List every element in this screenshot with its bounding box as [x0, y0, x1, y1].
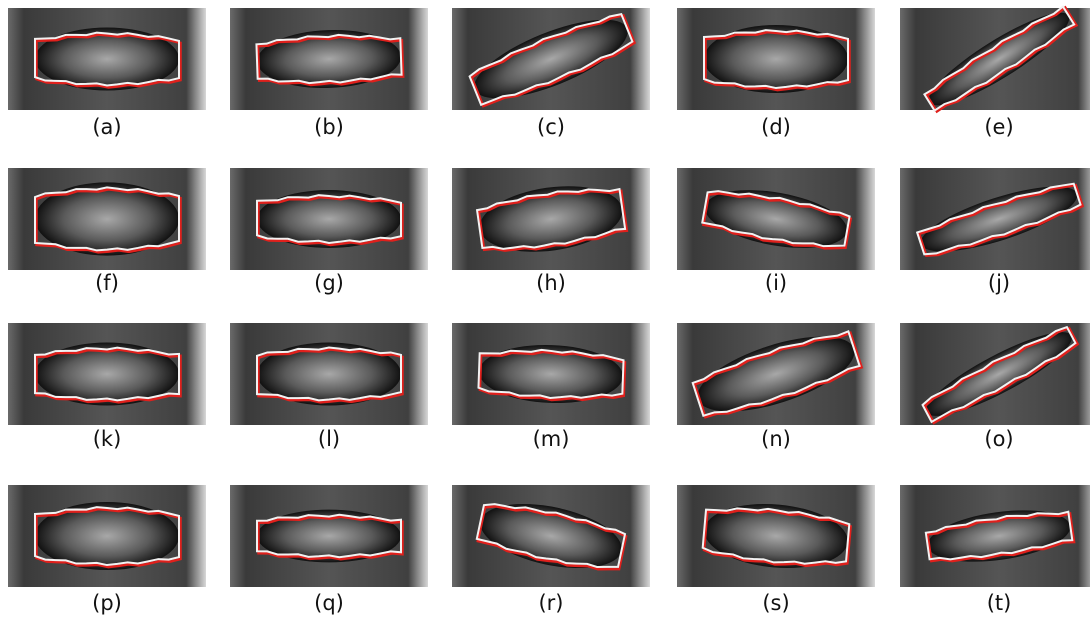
panel-label: (f) [95, 271, 119, 295]
image-panel [230, 168, 428, 270]
panel-label: (k) [93, 427, 122, 451]
image-panel [452, 323, 650, 425]
panel-label: (i) [765, 271, 787, 295]
panel-label: (h) [536, 271, 566, 295]
panel-label: (c) [537, 115, 565, 139]
image-panel [900, 318, 1090, 429]
disc-group [35, 343, 181, 406]
image-panel [900, 168, 1090, 270]
panel-label: (g) [314, 271, 344, 295]
image-panel [230, 323, 428, 425]
image-panel [8, 485, 206, 587]
image-panel [8, 168, 206, 270]
image-panel [677, 485, 875, 587]
image-panel [900, 485, 1090, 587]
image-panel [677, 321, 875, 427]
panel-label: (o) [984, 427, 1013, 451]
image-panel [8, 323, 206, 425]
panel-label: (e) [984, 115, 1013, 139]
panel-label: (j) [988, 271, 1010, 295]
figure: (a) (b) (c) (d) (e) (f) (g) (h) (i) (j) (k) (l) (m) (… [0, 0, 1090, 624]
panel-label: (p) [92, 591, 122, 615]
panel-label: (r) [538, 591, 563, 615]
image-panel [677, 8, 875, 110]
panel-label: (q) [314, 591, 344, 615]
image-panel [452, 485, 650, 587]
image-panel [452, 168, 650, 270]
disc-group [257, 190, 403, 248]
disc-group [35, 28, 181, 91]
disc-group [35, 502, 181, 570]
panel-label: (b) [314, 115, 344, 139]
image-panel [677, 168, 875, 270]
panel-label: (l) [318, 427, 340, 451]
image-panel [230, 8, 428, 110]
panel-label: (m) [533, 427, 570, 451]
panel-label: (a) [92, 115, 121, 139]
panel-label: (n) [761, 427, 791, 451]
image-panel [452, 3, 650, 114]
panel-label: (d) [761, 115, 791, 139]
image-panel [8, 8, 206, 110]
panel-label: (s) [762, 591, 789, 615]
image-panel [900, 0, 1090, 118]
panel-label: (t) [987, 591, 1012, 615]
image-panel [230, 485, 428, 587]
disc-group [704, 25, 850, 93]
disc-group [257, 510, 403, 563]
